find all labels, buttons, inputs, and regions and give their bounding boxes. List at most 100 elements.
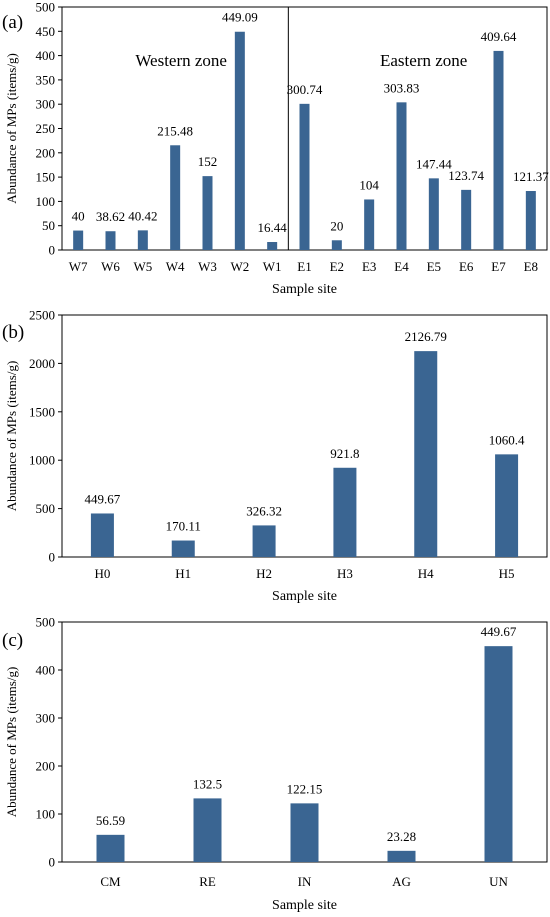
x-tick-label: W5 — [133, 259, 152, 274]
bar — [137, 230, 148, 250]
x-tick-label: W7 — [69, 259, 88, 274]
y-tick-label: 0 — [49, 550, 56, 565]
x-tick-label: E4 — [394, 259, 409, 274]
bar — [364, 199, 375, 250]
bar — [170, 145, 181, 250]
y-tick-label: 400 — [36, 663, 56, 678]
bar — [484, 646, 513, 862]
y-tick-label: 350 — [36, 72, 56, 87]
y-axis-label: Abundance of MPs (items/g) — [4, 361, 19, 512]
bar — [461, 189, 472, 250]
bar — [495, 454, 519, 557]
x-tick-label: IN — [298, 874, 312, 889]
data-label: 104 — [359, 177, 379, 192]
bar — [202, 176, 213, 250]
y-tick-label: 500 — [36, 615, 56, 630]
y-tick-label: 500 — [36, 501, 56, 516]
y-tick-label: 0 — [49, 243, 56, 258]
y-tick-label: 200 — [36, 759, 56, 774]
x-tick-label: H0 — [94, 566, 110, 581]
x-tick-label: H1 — [175, 566, 191, 581]
x-tick-label: E1 — [297, 259, 311, 274]
y-axis-label: Abundance of MPs (items/g) — [4, 53, 19, 204]
y-tick-label: 500 — [36, 0, 56, 15]
x-tick-label: H2 — [256, 566, 272, 581]
x-tick-label: AG — [392, 874, 411, 889]
x-axis-label: Sample site — [272, 589, 337, 604]
bar — [90, 513, 114, 557]
data-label: 2126.79 — [405, 329, 447, 344]
x-tick-label: RE — [199, 874, 216, 889]
data-label: 1060.4 — [489, 432, 525, 447]
data-label: 56.59 — [96, 813, 125, 828]
y-tick-label: 400 — [36, 48, 56, 63]
x-tick-label: W2 — [230, 259, 249, 274]
data-label: 38.62 — [96, 209, 125, 224]
x-tick-label: E8 — [524, 259, 538, 274]
bar — [73, 230, 84, 250]
data-label: 122.15 — [287, 781, 323, 796]
bar — [234, 31, 245, 250]
x-tick-label: E2 — [330, 259, 344, 274]
x-tick-label: W3 — [198, 259, 217, 274]
zone-label-western: Western zone — [135, 51, 227, 70]
bar — [333, 467, 357, 557]
bar — [525, 191, 536, 250]
x-tick-label: UN — [489, 874, 508, 889]
data-label: 152 — [198, 154, 218, 169]
data-label: 121.37 — [513, 169, 549, 184]
y-tick-label: 150 — [36, 170, 56, 185]
x-tick-label: W6 — [101, 259, 120, 274]
x-tick-label: W1 — [263, 259, 282, 274]
y-tick-label: 2500 — [29, 308, 55, 323]
data-label: 170.11 — [166, 519, 201, 534]
y-tick-label: 2000 — [29, 356, 55, 371]
y-tick-label: 50 — [42, 218, 55, 233]
data-label: 300.74 — [287, 82, 323, 97]
data-label: 16.44 — [258, 220, 288, 235]
y-tick-label: 1000 — [29, 453, 55, 468]
bar — [96, 834, 125, 862]
x-tick-label: W4 — [166, 259, 185, 274]
x-axis-label: Sample site — [272, 898, 337, 913]
x-tick-label: H5 — [499, 566, 515, 581]
y-tick-label: 100 — [36, 807, 56, 822]
y-tick-label: 200 — [36, 145, 56, 160]
bar — [387, 850, 416, 862]
bar — [299, 103, 310, 250]
x-tick-label: CM — [100, 874, 121, 889]
data-label: 449.67 — [85, 491, 121, 506]
panel-label: (c) — [2, 630, 23, 651]
data-label: 326.32 — [246, 503, 282, 518]
bar — [493, 50, 504, 250]
plot-frame — [61, 314, 548, 558]
data-label: 449.67 — [481, 624, 517, 639]
data-label: 215.48 — [157, 123, 193, 138]
bar — [267, 242, 278, 250]
bar — [428, 178, 439, 250]
y-tick-label: 450 — [36, 24, 56, 39]
x-tick-label: H3 — [337, 566, 353, 581]
y-tick-label: 100 — [36, 194, 56, 209]
y-tick-label: 0 — [49, 855, 56, 870]
x-tick-label: E6 — [459, 259, 474, 274]
bar — [290, 803, 319, 862]
data-label: 40 — [72, 209, 85, 224]
panel-label: (a) — [2, 12, 23, 33]
bar — [414, 351, 438, 557]
panel-label: (b) — [2, 322, 24, 343]
bar — [193, 798, 222, 862]
y-tick-label: 300 — [36, 97, 56, 112]
zone-label-eastern: Eastern zone — [380, 51, 467, 70]
bar — [331, 240, 342, 250]
x-tick-label: E3 — [362, 259, 376, 274]
data-label: 921.8 — [330, 446, 359, 461]
data-label: 303.83 — [384, 80, 420, 95]
data-label: 123.74 — [448, 168, 484, 183]
x-tick-label: E7 — [491, 259, 506, 274]
bar — [252, 525, 276, 557]
bar — [396, 102, 407, 250]
y-tick-label: 250 — [36, 121, 56, 136]
y-tick-label: 1500 — [29, 404, 55, 419]
